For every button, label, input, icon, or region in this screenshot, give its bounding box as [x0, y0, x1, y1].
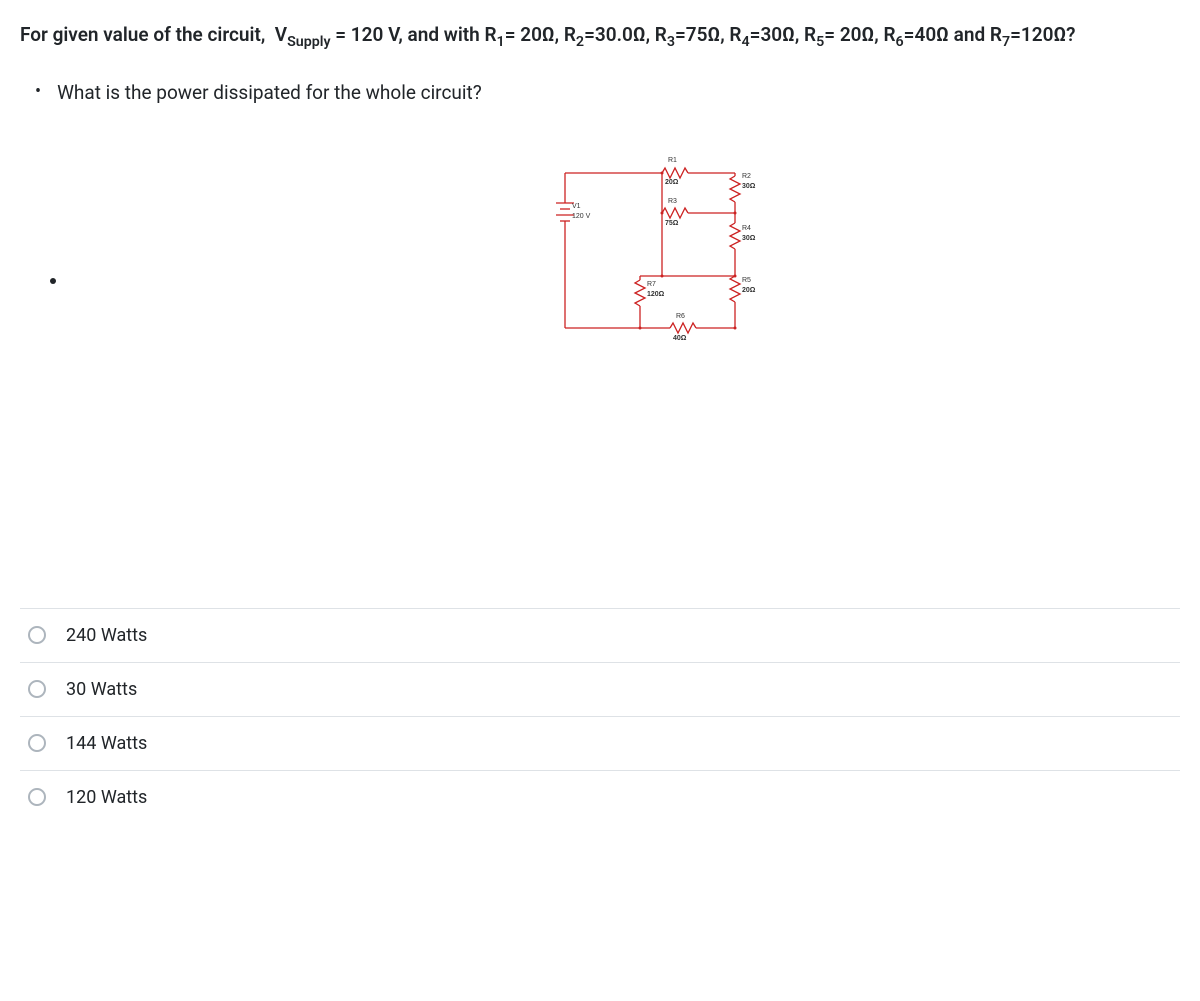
- answer-options: 240 Watts 30 Watts 144 Watts 120 Watts: [20, 608, 1180, 824]
- r4-value: 30Ω: [742, 235, 756, 242]
- question-bullet-text: What is the power dissipated for the who…: [57, 78, 482, 108]
- radio-icon: [28, 734, 46, 752]
- question-bullet-row: • What is the power dissipated for the w…: [20, 78, 1180, 108]
- circuit-diagram-container: V1 120 V R1 20Ω R2 30Ω R3 75Ω: [20, 148, 1180, 358]
- answer-label: 144 Watts: [66, 733, 147, 754]
- r5-value: 20Ω: [742, 287, 756, 294]
- answer-option-1[interactable]: 30 Watts: [20, 662, 1180, 716]
- radio-icon: [28, 788, 46, 806]
- answer-option-3[interactable]: 120 Watts: [20, 770, 1180, 824]
- r4-label: R4: [742, 225, 751, 232]
- r2-label: R2: [742, 173, 751, 180]
- answer-label: 30 Watts: [66, 679, 137, 700]
- r3-label: R3: [668, 198, 677, 205]
- r6-value: 40Ω: [673, 335, 687, 342]
- answer-label: 240 Watts: [66, 625, 147, 646]
- v1-label: V1: [572, 203, 581, 210]
- stray-dot: [50, 278, 56, 284]
- radio-icon: [28, 680, 46, 698]
- r7-value: 120Ω: [647, 291, 665, 298]
- radio-icon: [28, 626, 46, 644]
- r6-label: R6: [676, 313, 685, 320]
- r1-value: 20Ω: [665, 179, 679, 186]
- answer-option-0[interactable]: 240 Watts: [20, 608, 1180, 662]
- r1-label: R1: [668, 157, 677, 164]
- r3-value: 75Ω: [665, 220, 679, 227]
- answer-label: 120 Watts: [66, 787, 147, 808]
- question-stem: For given value of the circuit, VSupply …: [20, 20, 1180, 54]
- bullet-dot: •: [35, 78, 41, 107]
- circuit-svg: V1 120 V R1 20Ω R2 30Ω R3 75Ω: [530, 148, 790, 358]
- answer-option-2[interactable]: 144 Watts: [20, 716, 1180, 770]
- v1-value: 120 V: [572, 213, 591, 220]
- r2-value: 30Ω: [742, 183, 756, 190]
- circuit-diagram: V1 120 V R1 20Ω R2 30Ω R3 75Ω: [530, 148, 790, 358]
- r5-label: R5: [742, 277, 751, 284]
- r7-label: R7: [647, 281, 656, 288]
